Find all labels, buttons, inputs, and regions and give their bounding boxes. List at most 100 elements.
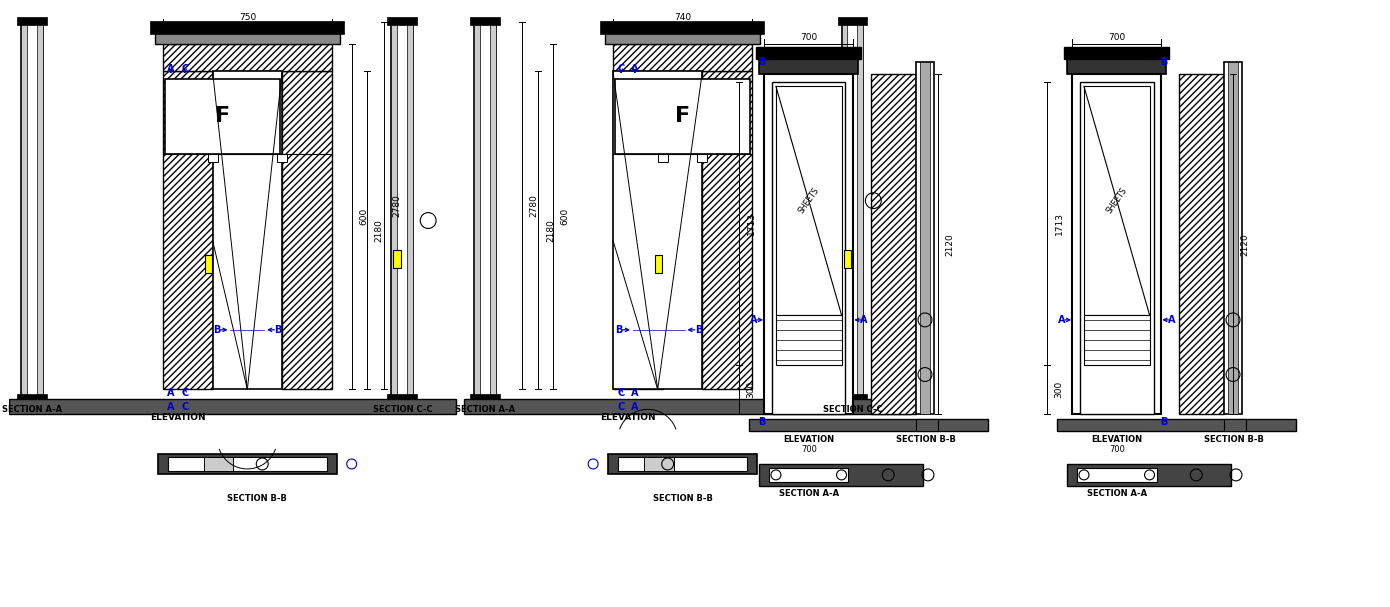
Bar xyxy=(489,22,496,399)
Text: ELEVATION: ELEVATION xyxy=(783,435,834,444)
Text: 2180: 2180 xyxy=(546,219,555,242)
Text: 1713: 1713 xyxy=(1055,212,1063,235)
Text: ELEVATION: ELEVATION xyxy=(600,413,656,422)
Bar xyxy=(17,17,47,25)
Text: 2780: 2780 xyxy=(530,194,538,217)
Bar xyxy=(1065,47,1169,58)
Bar xyxy=(282,72,332,390)
Text: SECTION A-A: SECTION A-A xyxy=(778,489,838,498)
Text: A: A xyxy=(1058,315,1066,325)
Bar xyxy=(207,154,218,162)
Bar xyxy=(163,44,332,72)
Bar xyxy=(163,72,213,390)
Text: 600: 600 xyxy=(359,208,368,225)
Text: F: F xyxy=(676,106,689,126)
Bar xyxy=(158,454,336,474)
Text: 2780: 2780 xyxy=(392,194,400,217)
Text: 2120: 2120 xyxy=(1240,233,1250,256)
Text: B: B xyxy=(1159,417,1168,427)
Bar xyxy=(470,17,500,25)
Text: 2180: 2180 xyxy=(374,219,384,242)
Text: SHEETS: SHEETS xyxy=(1105,186,1129,215)
Text: 300: 300 xyxy=(1055,381,1063,398)
Bar xyxy=(613,72,663,390)
Bar xyxy=(1068,464,1232,486)
Text: 700: 700 xyxy=(1109,444,1125,453)
Bar xyxy=(277,154,288,162)
Text: 700: 700 xyxy=(1108,33,1126,42)
Bar xyxy=(844,250,852,268)
Text: 2120: 2120 xyxy=(945,233,955,256)
Text: A: A xyxy=(631,402,638,412)
Bar xyxy=(916,61,934,415)
Text: C: C xyxy=(617,64,624,73)
Text: A: A xyxy=(859,315,867,325)
Bar xyxy=(600,22,765,34)
Bar xyxy=(1084,315,1150,365)
Bar xyxy=(613,72,702,390)
Bar xyxy=(655,256,662,273)
Bar xyxy=(765,75,853,415)
Bar xyxy=(1179,75,1225,415)
Bar xyxy=(21,22,43,399)
Text: SHEETS: SHEETS xyxy=(796,186,821,215)
Text: B: B xyxy=(695,325,702,335)
Bar xyxy=(21,22,26,399)
Bar xyxy=(474,22,496,399)
Text: C: C xyxy=(181,388,189,398)
Text: A: A xyxy=(631,388,638,398)
Text: A: A xyxy=(167,402,175,412)
Bar xyxy=(759,464,923,486)
Bar xyxy=(838,17,867,25)
Bar xyxy=(1225,419,1245,431)
Text: C: C xyxy=(181,64,189,73)
Text: A: A xyxy=(1168,315,1175,325)
Bar xyxy=(203,457,234,471)
Bar xyxy=(619,457,748,471)
Text: SECTION B-B: SECTION B-B xyxy=(897,435,956,444)
Text: ELEVATION: ELEVATION xyxy=(1091,435,1143,444)
Text: 600: 600 xyxy=(560,208,570,225)
Bar xyxy=(920,61,930,415)
Text: SECTION A-A: SECTION A-A xyxy=(455,405,514,414)
Text: F: F xyxy=(215,106,231,126)
Bar xyxy=(613,44,752,72)
Text: A: A xyxy=(167,64,175,73)
Text: SECTION B-B: SECTION B-B xyxy=(1204,435,1264,444)
Bar xyxy=(657,154,667,162)
Bar xyxy=(759,56,859,75)
Bar xyxy=(1068,56,1166,75)
Bar xyxy=(392,22,398,399)
Bar xyxy=(607,454,758,474)
Bar xyxy=(771,83,845,415)
Text: B: B xyxy=(1159,56,1168,67)
Text: A: A xyxy=(631,64,638,73)
Bar xyxy=(464,399,910,415)
Bar xyxy=(392,22,413,399)
Bar xyxy=(393,250,402,268)
Text: 700: 700 xyxy=(801,444,817,453)
Text: SECTION A-A: SECTION A-A xyxy=(1087,489,1147,498)
Text: B: B xyxy=(274,325,282,335)
Text: B: B xyxy=(759,417,766,427)
Bar xyxy=(916,419,938,431)
Bar xyxy=(1077,468,1156,482)
Bar xyxy=(605,32,760,44)
Text: SECTION B-B: SECTION B-B xyxy=(653,494,713,503)
Bar xyxy=(858,22,863,399)
Bar xyxy=(698,154,708,162)
Bar xyxy=(1225,61,1241,415)
Text: 700: 700 xyxy=(801,33,817,42)
Bar xyxy=(213,72,282,390)
Text: C: C xyxy=(181,402,189,412)
Bar xyxy=(644,457,674,471)
Text: A: A xyxy=(751,315,758,325)
Bar xyxy=(838,395,867,402)
Bar xyxy=(470,395,500,402)
Bar xyxy=(614,80,751,154)
Bar xyxy=(1227,61,1238,415)
Bar xyxy=(154,32,339,44)
Bar xyxy=(841,22,848,399)
Bar xyxy=(1084,86,1150,315)
Bar xyxy=(17,395,47,402)
